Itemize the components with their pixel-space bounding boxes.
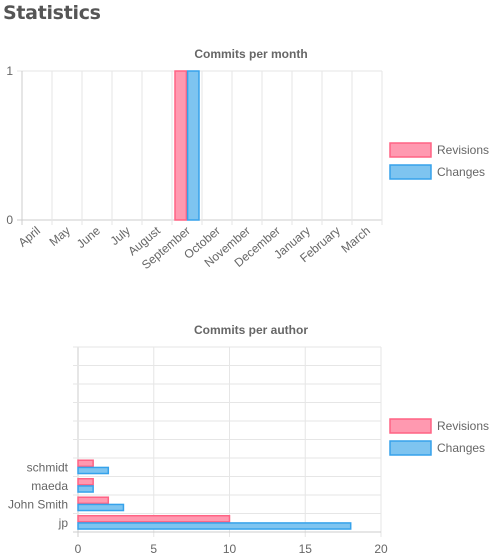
y-tick-label: 0: [6, 213, 13, 227]
bar-changes-john-smith[interactable]: [77, 503, 125, 512]
x-tick-label: 10: [223, 542, 237, 556]
x-tick-label: 0: [75, 542, 82, 556]
bars: [77, 459, 352, 530]
y-tick-label: John Smith: [8, 497, 68, 511]
page-title: Statistics: [3, 2, 101, 24]
legend-label-revisions: Revisions: [437, 143, 489, 157]
x-axis: 0 5 10 15 20: [75, 542, 388, 556]
y-tick-label: 1: [6, 64, 13, 78]
bar-revisions-jp[interactable]: [77, 514, 231, 523]
chart-title: Commits per author: [194, 323, 308, 337]
y-axis: 01: [6, 64, 13, 227]
grid: [17, 70, 383, 225]
bar-revisions-maeda[interactable]: [77, 477, 94, 486]
bar-revisions-john-smith[interactable]: [77, 496, 110, 505]
legend[interactable]: Revisions Changes: [389, 142, 489, 180]
y-tick-label: schmidt: [27, 460, 69, 474]
legend-swatch-changes: [389, 164, 432, 180]
y-axis: jp John Smith maeda schmidt: [8, 460, 69, 530]
x-tick-label: 15: [299, 542, 313, 556]
bar-changes-jp[interactable]: [77, 522, 352, 530]
y-tick-label: maeda: [31, 479, 68, 493]
legend-swatch-revisions: [389, 418, 432, 434]
legend-swatch-changes: [389, 440, 432, 456]
bar-revisions-schmidt[interactable]: [77, 459, 94, 468]
legend[interactable]: Revisions Changes: [389, 418, 489, 456]
commits-per-month-chart: Commits per month 01 April May June JulyAug…: [6, 47, 489, 272]
legend-label-changes: Changes: [437, 165, 485, 179]
bar-changes-maeda[interactable]: [77, 485, 94, 493]
x-tick-label: 5: [150, 542, 157, 556]
bar-revisions-september[interactable]: [174, 70, 188, 221]
y-tick-label: jp: [58, 516, 69, 530]
legend-swatch-revisions: [389, 142, 432, 158]
bar-changes-september[interactable]: [186, 70, 200, 221]
bar-changes-schmidt[interactable]: [77, 466, 110, 475]
bars: [174, 70, 200, 221]
grid: [73, 346, 382, 537]
x-tick-label: 20: [374, 542, 388, 556]
legend-label-changes: Changes: [437, 441, 485, 455]
chart-title: Commits per month: [194, 47, 307, 61]
legend-label-revisions: Revisions: [437, 419, 489, 433]
